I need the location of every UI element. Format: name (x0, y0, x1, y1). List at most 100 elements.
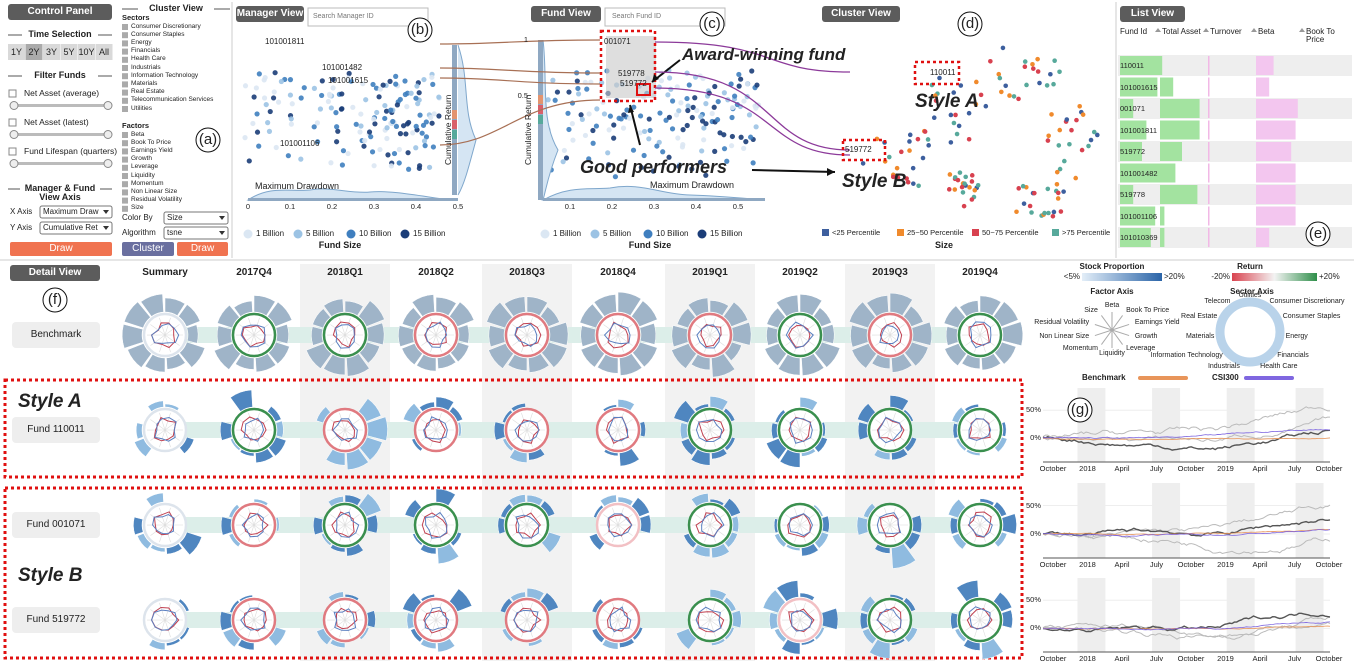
sector-option[interactable]: Energy (131, 38, 152, 46)
fund-id[interactable]: 101001106 (1120, 211, 1157, 221)
button[interactable] (10, 242, 112, 256)
checkbox[interactable] (122, 181, 128, 188)
slider-track[interactable] (12, 162, 110, 165)
fund-id[interactable]: 101001615 (1120, 82, 1158, 92)
time-button[interactable] (60, 44, 78, 60)
time-button-label[interactable]: 10Y (78, 47, 95, 57)
factor-option[interactable]: Leverage (131, 163, 159, 171)
slider-handle[interactable] (103, 101, 113, 110)
slider-handle[interactable] (103, 159, 113, 168)
sector-option[interactable]: Consumer Staples (131, 30, 185, 38)
button[interactable] (122, 242, 174, 256)
time-button[interactable] (95, 44, 113, 60)
row-stripe[interactable] (1118, 141, 1352, 162)
checkbox[interactable] (122, 205, 128, 212)
checkbox[interactable] (122, 197, 128, 204)
column-header[interactable]: Fund Id (1120, 27, 1148, 36)
fund-id[interactable]: 519778 (1120, 190, 1146, 199)
checkbox[interactable] (8, 118, 17, 127)
checkbox[interactable] (122, 140, 128, 147)
sector-option[interactable]: Financials (131, 47, 161, 55)
checkbox[interactable] (122, 56, 128, 63)
sort-icon[interactable] (1251, 28, 1257, 32)
search-box[interactable] (307, 7, 429, 27)
time-button-label[interactable]: 5Y (63, 47, 75, 57)
checkbox[interactable] (122, 106, 128, 112)
factor-option[interactable]: Residual Volatility (131, 196, 182, 204)
column-header[interactable]: Turnover (1210, 27, 1242, 36)
checkbox[interactable] (122, 132, 128, 138)
slider-track[interactable] (12, 104, 110, 107)
factor-option[interactable]: Beta (131, 130, 145, 138)
select-value[interactable]: Size (167, 213, 183, 222)
checkbox[interactable] (122, 73, 128, 80)
select-value[interactable]: tsne (167, 228, 183, 237)
sector-option[interactable]: Health Care (131, 55, 166, 63)
select[interactable] (163, 211, 229, 225)
search-placeholder[interactable]: Search Manager ID (313, 13, 374, 20)
checkbox[interactable] (122, 164, 128, 171)
row-stripe[interactable] (1118, 55, 1352, 76)
row-stripe[interactable] (1118, 227, 1352, 248)
sector-option[interactable]: Industrials (131, 63, 161, 71)
slider-handle[interactable] (9, 101, 19, 110)
select[interactable] (39, 221, 113, 235)
select[interactable] (163, 226, 229, 240)
fund-id[interactable]: 110011 (1120, 61, 1144, 70)
slider-handle[interactable] (9, 130, 19, 139)
factor-option[interactable]: Momentum (131, 179, 164, 187)
sector-option[interactable]: Materials (131, 79, 158, 87)
button-label[interactable]: Cluster (132, 243, 164, 254)
column-header[interactable]: Total Asset (1162, 27, 1201, 36)
time-button-label[interactable]: 3Y (45, 47, 57, 57)
time-button-label[interactable]: 2Y (28, 47, 40, 57)
button-label[interactable]: Draw (190, 243, 215, 254)
sector-option[interactable]: Consumer Discretionary (131, 22, 201, 30)
factor-option[interactable]: Growth (131, 155, 152, 163)
sector-option[interactable]: Real Estate (131, 88, 165, 96)
checkbox[interactable] (122, 97, 128, 104)
factor-option[interactable]: Liquidity (131, 171, 155, 179)
button[interactable] (177, 242, 228, 256)
checkbox[interactable] (122, 24, 128, 30)
factor-option[interactable]: Earnings Yield (131, 146, 173, 154)
checkbox[interactable] (122, 40, 128, 47)
slider-handle[interactable] (103, 130, 113, 139)
fund-id[interactable]: 101001482 (1120, 168, 1158, 178)
checkbox[interactable] (8, 147, 17, 156)
search-box[interactable] (604, 7, 726, 27)
time-button[interactable] (43, 44, 60, 60)
time-button[interactable] (25, 44, 43, 60)
sector-option[interactable]: Telecommunication Services (131, 96, 214, 104)
time-button-label[interactable]: 1Y (10, 47, 22, 57)
checkbox[interactable] (122, 89, 128, 96)
checkbox[interactable] (122, 81, 128, 88)
checkbox[interactable] (122, 148, 128, 155)
checkbox[interactable] (122, 156, 128, 163)
column-header[interactable]: Book To Price (1306, 27, 1335, 45)
sort-icon[interactable] (1299, 28, 1305, 32)
select-value[interactable]: Maximum Draw (43, 207, 99, 216)
fund-id[interactable]: 519772 (1120, 147, 1146, 156)
select[interactable] (39, 205, 113, 219)
slider-handle[interactable] (9, 159, 19, 168)
sort-icon[interactable] (1155, 28, 1161, 32)
slider-track[interactable] (12, 133, 110, 136)
button-label[interactable]: Draw (49, 243, 73, 254)
column-header[interactable]: Beta (1258, 27, 1275, 36)
factor-option[interactable]: Non Linear Size (131, 187, 178, 195)
time-button[interactable] (78, 44, 95, 60)
factor-option[interactable]: Size (131, 204, 144, 212)
checkbox[interactable] (122, 173, 128, 179)
checkbox[interactable] (8, 89, 17, 98)
checkbox[interactable] (122, 65, 128, 71)
fund-id[interactable]: 001071 (1120, 104, 1146, 113)
sector-option[interactable]: Utilities (131, 104, 152, 112)
checkbox[interactable] (122, 32, 128, 39)
time-button-label[interactable]: All (98, 47, 109, 57)
fund-id[interactable]: 101001811 (1120, 125, 1157, 135)
search-placeholder[interactable]: Search Fund ID (612, 13, 662, 20)
sector-option[interactable]: Information Technology (131, 71, 199, 79)
checkbox[interactable] (122, 48, 128, 55)
sort-icon[interactable] (1203, 28, 1209, 32)
